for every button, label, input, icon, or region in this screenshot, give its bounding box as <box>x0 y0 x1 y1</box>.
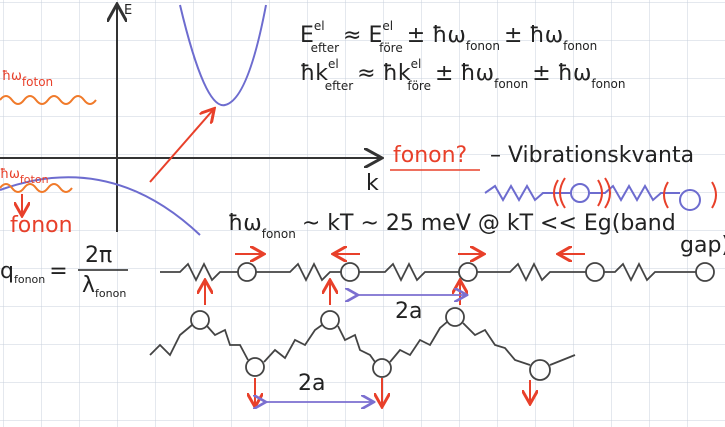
spacing-label: 2a <box>298 371 325 396</box>
text-part: fonon <box>14 273 45 286</box>
text-part: fonon <box>494 77 528 91</box>
text-part: el <box>411 57 422 71</box>
text-part: ħω <box>0 167 20 182</box>
text-part: foton <box>20 173 49 186</box>
text-part: el <box>314 19 325 33</box>
text-part: = <box>49 259 67 284</box>
text-part: ≈ ħk <box>357 61 411 86</box>
text-part: ± ħω <box>435 61 494 86</box>
phonon-question: fonon? <box>393 143 467 168</box>
text-part: efter <box>325 79 353 93</box>
vibration-label: – Vibrationskvanta <box>490 143 694 168</box>
fraction-numerator: 2π <box>85 243 112 268</box>
text-part: λ <box>82 273 95 298</box>
energy-relation-cont: gap) <box>680 233 725 258</box>
spacing-label: 2a <box>395 299 422 324</box>
text-part: fonon <box>563 39 597 53</box>
note-page: E k ħωfoton ħωfoton fonon Eelefter≈ Eelf… <box>0 0 725 427</box>
text-part: el <box>382 19 393 33</box>
text-part: före <box>379 41 403 55</box>
text-part: ± ħω <box>407 23 466 48</box>
text-part: ~ kT ~ 25 meV @ kT << Eg(band <box>302 211 676 236</box>
text-part: ≈ E <box>343 23 382 48</box>
text-part: fonon <box>591 77 625 91</box>
phonon-label: fonon <box>10 213 73 238</box>
text-part: el <box>328 57 339 71</box>
text-part: fonon <box>95 287 126 300</box>
text-part: ħω <box>2 69 22 84</box>
text-part: fonon <box>262 227 296 241</box>
text-part: före <box>407 79 431 93</box>
text-part: q <box>0 259 14 284</box>
text-part: foton <box>22 75 53 89</box>
y-axis-label: E <box>124 3 132 18</box>
text-part: ħω <box>228 211 262 236</box>
text-part: ± ħω <box>532 61 591 86</box>
x-axis-label: k <box>366 171 379 196</box>
text-part: fonon <box>466 39 500 53</box>
text-part: ± ħω <box>504 23 563 48</box>
text-part: efter <box>311 41 339 55</box>
